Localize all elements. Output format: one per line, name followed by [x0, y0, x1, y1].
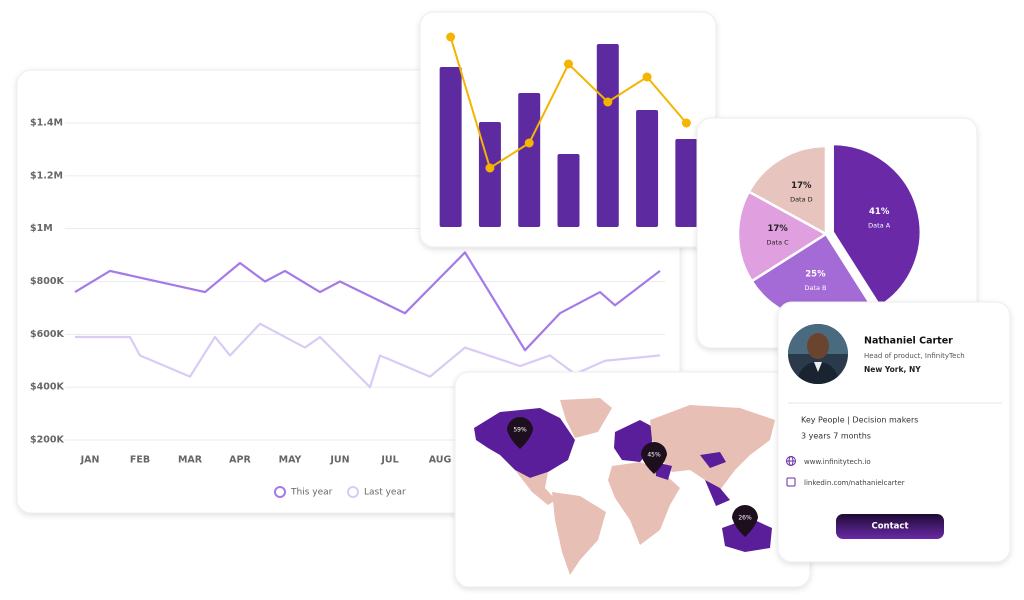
- slice-category-label: Data D: [790, 195, 813, 203]
- x-tick-label: AUG: [429, 455, 452, 466]
- line-point: [642, 72, 652, 82]
- pie-slice: [747, 144, 828, 237]
- y-tick-label: $1.2M: [30, 170, 63, 181]
- slice-value-label: 17%: [791, 181, 812, 191]
- central-america: [515, 470, 556, 505]
- x-tick-label: FEB: [130, 455, 150, 466]
- y-tick-label: $200K: [30, 435, 64, 446]
- x-tick-label: JUN: [329, 455, 349, 466]
- map-pin-label: 26%: [738, 515, 752, 522]
- line-point: [603, 97, 613, 107]
- x-tick-label: MAR: [178, 455, 203, 466]
- legend-swatch: [274, 486, 286, 498]
- y-tick-label: $800K: [30, 276, 64, 287]
- slice-category-label: Data A: [868, 222, 891, 230]
- profile-segment: Key People | Decision makers: [801, 416, 918, 425]
- bar: [557, 154, 580, 227]
- asia-highlight: [655, 452, 730, 506]
- line-point: [485, 163, 495, 173]
- bar: [518, 93, 541, 227]
- profile-website[interactable]: www.infinitytech.io: [804, 458, 871, 466]
- bar: [636, 110, 659, 227]
- legend-label: Last year: [364, 488, 406, 498]
- south-america: [552, 492, 606, 575]
- map-pin-label: 45%: [647, 452, 661, 459]
- contact-button[interactable]: [836, 514, 944, 539]
- slice-value-label: 25%: [805, 270, 826, 280]
- x-tick-label: APR: [229, 455, 251, 466]
- y-tick-label: $1.4M: [30, 118, 63, 129]
- slice-category-label: Data C: [767, 239, 790, 247]
- bar: [439, 67, 462, 227]
- globe-icon: [786, 456, 796, 466]
- legend-swatch: [347, 486, 359, 498]
- map-pin-label: 59%: [513, 427, 527, 434]
- map-card-group: 59% 45% 26%: [454, 371, 811, 588]
- bar: [675, 139, 698, 227]
- slice-value-label: 17%: [767, 224, 788, 234]
- y-tick-label: $600K: [30, 329, 64, 340]
- y-tick-label: $400K: [30, 382, 64, 393]
- contact-button-label[interactable]: Contact: [871, 522, 908, 532]
- greenland: [560, 398, 612, 438]
- line-point: [681, 118, 691, 128]
- slice-value-label: 41%: [869, 207, 890, 217]
- line-series: [74, 251, 661, 352]
- profile-linkedin[interactable]: linkedin.com/nathanielcarter: [804, 479, 905, 487]
- avatar: [788, 324, 848, 384]
- legend-label: This year: [290, 488, 333, 498]
- bar: [478, 122, 501, 227]
- profile-tenure: 3 years 7 months: [801, 432, 871, 441]
- map-pin: [641, 442, 667, 474]
- map-pin: [507, 417, 533, 449]
- profile-location: New York, NY: [864, 365, 921, 374]
- asia: [650, 405, 775, 490]
- africa: [608, 462, 680, 545]
- line-series: [75, 322, 661, 389]
- pie-card-group: 41% Data A 25% Data B 17% Data C 17% Data D: [696, 117, 978, 349]
- bar-card-group: [419, 11, 717, 248]
- line-point: [446, 32, 456, 42]
- bar: [596, 44, 619, 227]
- slice-category-label: Data B: [804, 284, 826, 292]
- x-tick-label: MAY: [279, 455, 302, 466]
- y-tick-label: $1M: [30, 223, 53, 234]
- profile-role: Head of product, InfinityTech: [864, 352, 965, 360]
- linkedin-icon: [786, 477, 796, 487]
- pie-slice: [831, 142, 922, 309]
- map-pin: [732, 505, 758, 537]
- line-point: [564, 59, 573, 69]
- profile-card-group: Nathaniel Carter Head of product, Infini…: [777, 301, 1011, 563]
- profile-name: Nathaniel Carter: [864, 336, 953, 347]
- pie-slice: [736, 189, 829, 283]
- x-tick-label: JAN: [80, 455, 100, 466]
- x-tick-label: JUL: [380, 455, 398, 466]
- line-point: [524, 138, 534, 148]
